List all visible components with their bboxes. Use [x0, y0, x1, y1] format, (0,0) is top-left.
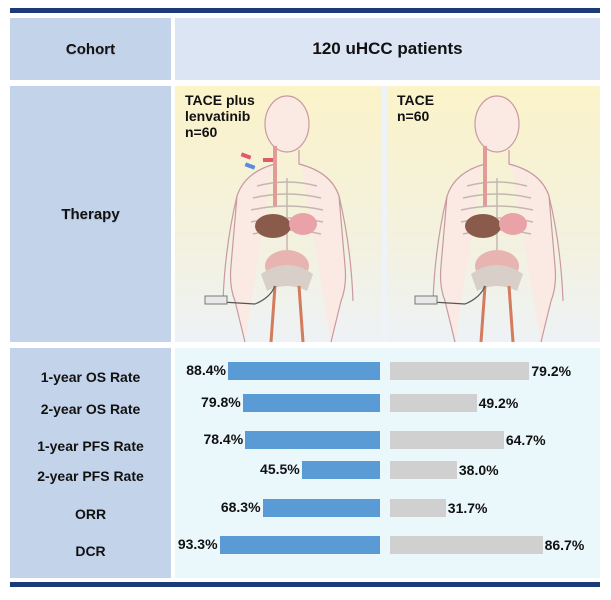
arm-a-label: TACE plus lenvatinib n=60: [185, 92, 255, 140]
outcomes-header: [10, 348, 171, 578]
cohort-label: Cohort: [65, 40, 116, 58]
arm-a-line-2: lenvatinib: [185, 108, 251, 124]
body-illustration-a: [204, 95, 354, 342]
body-illustration-b: [414, 95, 564, 342]
value-label-arm-a: 45.5%: [260, 461, 300, 477]
bar-arm-b: [390, 362, 530, 380]
bar-arm-a: [301, 461, 380, 479]
row-label: 2-year PFS Rate: [37, 468, 144, 484]
arm-a-line-1: TACE plus: [185, 92, 255, 108]
value-label-arm-b: 79.2%: [531, 363, 572, 379]
value-label-arm-a: 93.3%: [177, 536, 218, 552]
bar-arm-a: [262, 499, 380, 517]
bar-arm-a: [227, 362, 380, 380]
row-label: DCR: [75, 543, 106, 559]
cohort-header: Cohort: [10, 18, 171, 80]
bar-arm-a: [245, 431, 380, 449]
bottom-rule: [10, 582, 600, 587]
arm-a-line-3: n=60: [185, 124, 218, 140]
value-label-arm-a: 88.4%: [186, 362, 226, 378]
bar-arm-a: [219, 536, 380, 554]
row-label: 1-year OS Rate: [40, 369, 141, 385]
bar-arm-b: [390, 499, 446, 517]
arm-b-line-1: TACE: [397, 92, 435, 108]
bar-arm-b: [390, 536, 543, 554]
bar-arm-b: [390, 431, 504, 449]
bar-arm-a: [242, 394, 380, 412]
value-label-arm-b: 64.7%: [505, 432, 546, 448]
row-label: 2-year OS Rate: [40, 401, 141, 417]
cohort-value-header: 120 uHCC patients: [175, 18, 600, 80]
bar-arm-b: [390, 394, 477, 412]
value-label-arm-a: 78.4%: [203, 431, 244, 447]
therapy-label: Therapy: [61, 205, 120, 223]
value-label-arm-b: 38.0%: [458, 462, 499, 478]
cohort-value: 120 uHCC patients: [312, 39, 463, 58]
arm-a-panel: TACE plus lenvatinib n=60: [175, 86, 382, 342]
row-label: ORR: [74, 506, 107, 522]
value-label-arm-a: 79.8%: [201, 394, 241, 410]
arm-b-line-2: n=60: [397, 108, 430, 124]
row-label: 1-year PFS Rate: [37, 438, 144, 454]
therapy-header: Therapy: [10, 86, 171, 342]
arm-b-panel: TACE n=60: [387, 86, 600, 342]
value-label-arm-b: 86.7%: [544, 537, 585, 553]
value-label-arm-b: 31.7%: [447, 500, 488, 516]
therapy-panels: TACE plus lenvatinib n=60: [175, 86, 600, 342]
value-label-arm-b: 49.2%: [478, 395, 519, 411]
arm-b-label: TACE n=60: [397, 92, 434, 124]
bar-arm-b: [390, 461, 457, 479]
value-label-arm-a: 68.3%: [220, 499, 261, 515]
top-rule: [10, 8, 600, 13]
